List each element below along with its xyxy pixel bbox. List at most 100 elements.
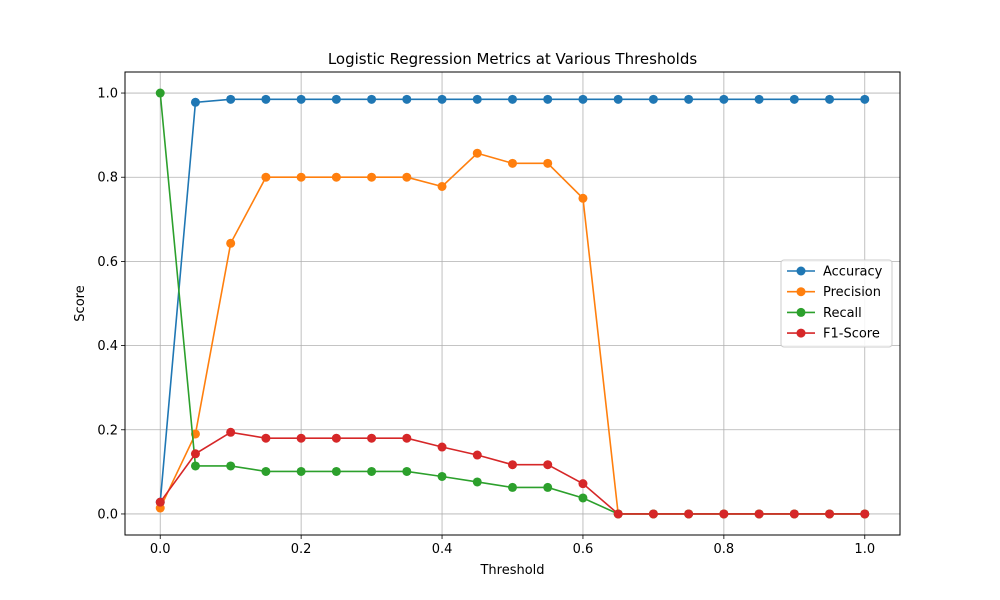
x-tick-label: 1.0 [854, 542, 875, 557]
legend-swatch-marker [796, 266, 806, 276]
f1-score-point [825, 509, 835, 519]
recall-point [155, 88, 165, 98]
x-axis-label: Threshold [479, 563, 544, 578]
recall-point [472, 477, 482, 487]
accuracy-point [331, 94, 341, 104]
legend-box [780, 259, 893, 348]
precision-point [331, 172, 341, 182]
series-layer [155, 88, 870, 519]
f1-score-point [860, 509, 870, 519]
legend-entry-accuracy: Accuracy [787, 265, 883, 280]
recall-point [331, 466, 341, 476]
y-tick-label: 0.0 [97, 507, 118, 522]
accuracy-point [508, 94, 517, 104]
precision-point [543, 158, 553, 168]
accuracy-point [648, 94, 658, 104]
recall-point [261, 466, 271, 476]
f1-score-point [613, 509, 623, 519]
f1-score-point [226, 427, 236, 437]
y-tick-label: 0.2 [97, 423, 118, 438]
precision-point [437, 181, 447, 191]
accuracy-point [472, 94, 482, 104]
chart-title: Logistic Regression Metrics at Various T… [328, 50, 698, 68]
recall-point [437, 471, 447, 481]
legend-label: Precision [823, 285, 881, 300]
f1-score-point [648, 509, 658, 519]
f1-score-point [402, 433, 412, 443]
legend: Accuracy Precision Recall F1-Score [780, 259, 893, 348]
x-axis-ticks: 0.0 0.2 0.4 0.6 0.8 1.0 [150, 535, 875, 557]
recall-point [367, 466, 377, 476]
f1-score-point [719, 509, 729, 519]
recall-point [543, 482, 553, 492]
f1-score-point [543, 460, 553, 470]
f1-score-point [331, 433, 341, 443]
recall-point [296, 466, 306, 476]
accuracy-point [437, 94, 447, 104]
x-tick-label: 0.4 [432, 542, 453, 557]
legend-label: Recall [823, 306, 862, 321]
accuracy-point [684, 94, 694, 104]
accuracy-point [719, 94, 729, 104]
accuracy-point [578, 94, 588, 104]
y-tick-label: 1.0 [97, 87, 118, 102]
accuracy-point [261, 94, 271, 104]
f1-score-point [754, 509, 764, 519]
precision-point [578, 193, 588, 203]
accuracy-point [543, 94, 553, 104]
series-accuracy [155, 94, 870, 507]
recall-point [190, 461, 200, 471]
accuracy-point [789, 94, 799, 104]
x-tick-label: 0.6 [573, 542, 594, 557]
precision-point [296, 172, 306, 182]
accuracy-point [226, 94, 236, 104]
recall-point [226, 461, 236, 471]
f1-score-point [684, 509, 694, 519]
f1-score-point [472, 450, 482, 460]
x-tick-label: 0.2 [291, 542, 312, 557]
recall-point [508, 482, 517, 492]
y-tick-label: 0.6 [97, 255, 118, 270]
precision-point [367, 172, 377, 182]
legend-swatch-marker [796, 328, 806, 338]
y-tick-label: 0.8 [97, 171, 118, 186]
x-tick-label: 0.0 [150, 542, 171, 557]
legend-label: F1-Score [823, 327, 880, 342]
legend-entry-recall: Recall [787, 306, 862, 321]
accuracy-point [860, 94, 870, 104]
precision-point [508, 158, 517, 168]
legend-label: Accuracy [823, 265, 883, 280]
f1-score-point [155, 497, 165, 507]
legend-swatch-marker [796, 287, 806, 297]
y-axis-ticks: 0.0 0.2 0.4 0.6 0.8 1.0 [97, 87, 125, 522]
recall-point [402, 466, 412, 476]
accuracy-point [367, 94, 377, 104]
recall-point [578, 493, 588, 503]
precision-point [402, 172, 412, 182]
legend-entry-precision: Precision [787, 285, 881, 300]
precision-point [261, 172, 271, 182]
legend-entry-f1-score: F1-Score [787, 327, 880, 342]
legend-swatch-marker [796, 307, 806, 317]
f1-score-point [437, 442, 447, 452]
f1-score-point [190, 449, 200, 459]
accuracy-point [754, 94, 764, 104]
accuracy-point [402, 94, 412, 104]
precision-point [226, 238, 236, 248]
y-axis-label: Score [73, 285, 88, 321]
f1-score-point [296, 433, 306, 443]
f1-score-point [789, 509, 799, 519]
x-tick-label: 0.8 [714, 542, 735, 557]
precision-point [472, 148, 482, 158]
f1-score-point [367, 433, 377, 443]
f1-score-point [578, 479, 588, 489]
accuracy-point [825, 94, 835, 104]
y-tick-label: 0.4 [97, 339, 118, 354]
f1-score-point [508, 460, 517, 470]
plot-frame [124, 71, 901, 536]
f1-score-point [261, 433, 271, 443]
series-f1-score [155, 427, 870, 519]
accuracy-point [296, 94, 306, 104]
accuracy-point [190, 97, 200, 107]
